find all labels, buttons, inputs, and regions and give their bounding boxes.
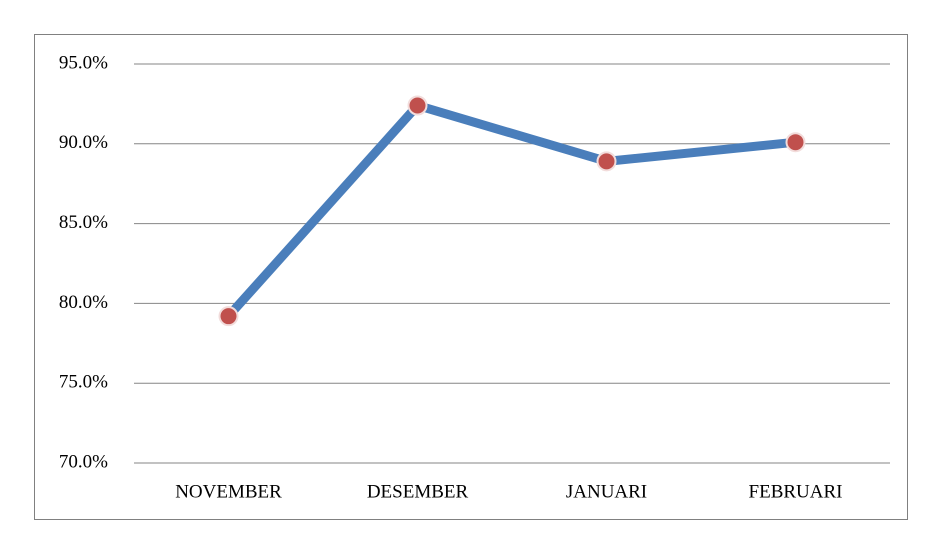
y-tick-label: 70.0%	[59, 451, 108, 472]
y-tick-label: 90.0%	[59, 132, 108, 153]
data-point	[407, 95, 428, 116]
data-line	[225, 100, 796, 320]
x-tick-label: DESEMBER	[367, 481, 469, 502]
y-tick-label: 75.0%	[59, 372, 108, 393]
x-tick-label: FEBRUARI	[749, 481, 843, 502]
chart-border	[34, 34, 908, 520]
data-point	[596, 151, 617, 172]
y-tick-label: 85.0%	[59, 212, 108, 233]
x-tick-label: NOVEMBER	[175, 481, 282, 502]
data-point	[218, 306, 239, 327]
x-tick-label: JANUARI	[566, 481, 647, 502]
y-tick-label: 80.0%	[59, 292, 108, 313]
data-point	[785, 132, 806, 153]
y-tick-label: 95.0%	[59, 52, 108, 73]
